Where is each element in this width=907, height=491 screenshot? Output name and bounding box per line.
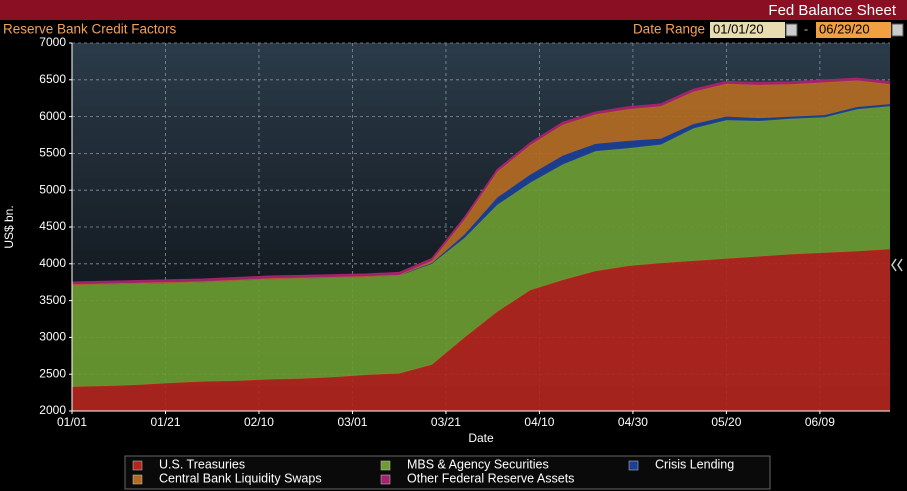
x-tick-label: 01/21: [150, 415, 180, 429]
legend-label: U.S. Treasuries: [159, 457, 245, 471]
chart-title: Reserve Bank Credit Factors: [3, 22, 177, 37]
calendar-icon[interactable]: [785, 23, 798, 37]
legend-label: Crisis Lending: [655, 457, 734, 471]
x-tick-label: 04/30: [618, 415, 648, 429]
date-range-label: Date Range: [633, 22, 705, 37]
legend-swatch: [380, 474, 391, 485]
area-edge: [71, 77, 891, 283]
y-axis-label: US$ bn.: [2, 205, 16, 248]
area-fill: [72, 106, 890, 387]
legend-label: Other Federal Reserve Assets: [407, 471, 574, 485]
y-tick-label: 4500: [39, 219, 66, 233]
x-tick-label: 05/20: [711, 415, 741, 429]
y-tick-label: 7000: [39, 35, 66, 49]
y-tick-label: 2500: [39, 366, 66, 380]
y-tick-label: 6500: [39, 72, 66, 86]
legend-swatch: [380, 460, 391, 471]
y-tick-label: 2000: [39, 403, 66, 417]
y-tick-label: 5000: [39, 182, 66, 196]
legend-label: MBS & Agency Securities: [407, 457, 549, 471]
collapse-arrow[interactable]: [897, 258, 903, 272]
legend-swatch: [132, 460, 143, 471]
x-tick-label: 04/10: [524, 415, 554, 429]
y-tick-label: 6000: [39, 109, 66, 123]
y-tick-label: 3500: [39, 293, 66, 307]
legend-swatch: [132, 474, 143, 485]
y-tick-label: 4000: [39, 256, 66, 270]
legend: [124, 455, 771, 490]
x-axis-label: Date: [468, 431, 494, 445]
x-tick-label: 06/09: [805, 415, 835, 429]
start-date[interactable]: 01/01/20: [713, 21, 764, 36]
x-tick-label: 03/01: [337, 415, 367, 429]
end-date-box[interactable]: [816, 22, 891, 38]
app-title: Fed Balance Sheet: [768, 2, 896, 19]
y-tick-label: 5500: [39, 146, 66, 160]
title-bar: [0, 0, 907, 20]
date-separator: -: [804, 21, 808, 36]
legend-label: Central Bank Liquidity Swaps: [159, 471, 322, 485]
legend-swatch: [628, 460, 639, 471]
collapse-arrow[interactable]: [891, 258, 897, 272]
start-date-box[interactable]: [710, 22, 785, 38]
end-date[interactable]: 06/29/20: [819, 21, 870, 36]
area-fill: [72, 249, 890, 411]
x-tick-label: 03/21: [431, 415, 461, 429]
x-tick-label: 02/10: [244, 415, 274, 429]
calendar-icon[interactable]: [891, 23, 904, 37]
y-tick-label: 3000: [39, 330, 66, 344]
x-tick-label: 01/01: [57, 415, 87, 429]
area-fill: [72, 80, 890, 285]
